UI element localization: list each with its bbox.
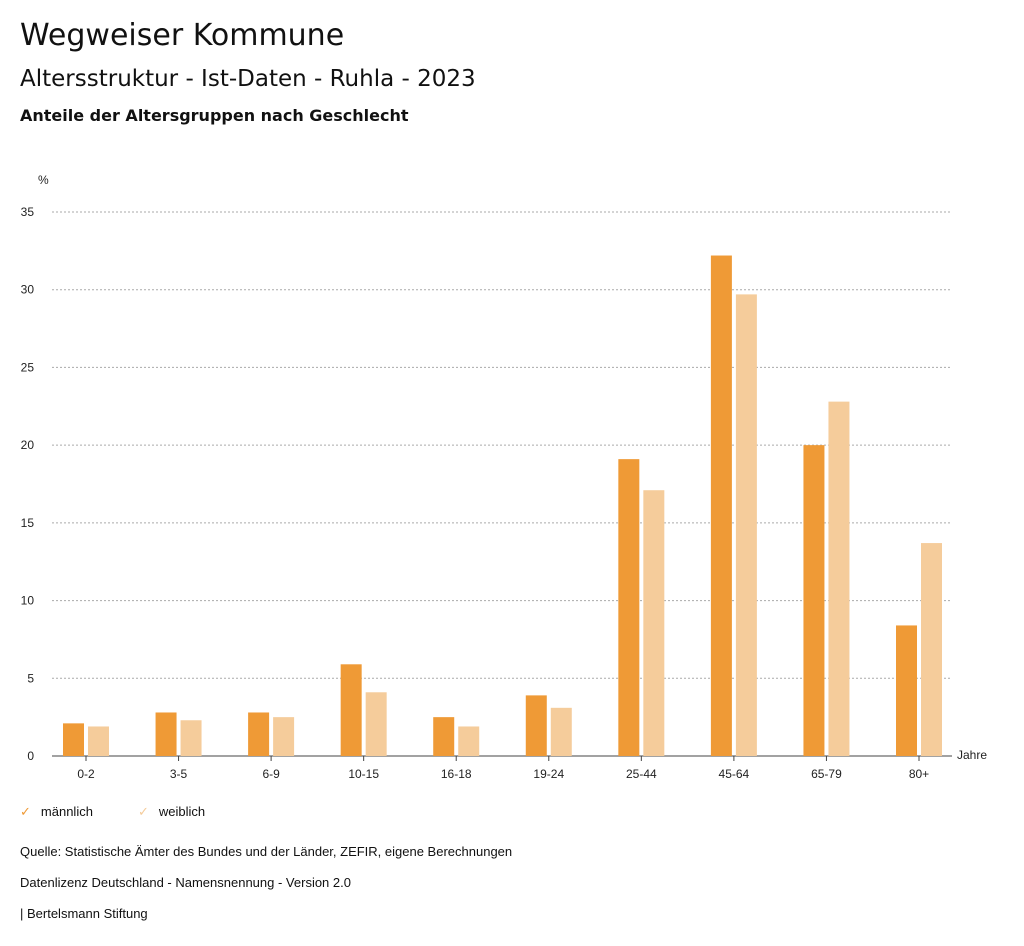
- license-text: Datenlizenz Deutschland - Namensnennung …: [20, 875, 351, 890]
- x-tick-label: 80+: [909, 767, 929, 781]
- x-tick-label: 3-5: [170, 767, 188, 781]
- chart-title: Anteile der Altersgruppen nach Geschlech…: [20, 106, 409, 125]
- source-text: Quelle: Statistische Ämter des Bundes un…: [20, 844, 513, 859]
- bar-male: [433, 717, 455, 756]
- bar-chart: % 0 5 10 15 20 25 30 35 Jahre 0-2 3-5 6-9 10-15 16-18 1…: [21, 173, 988, 781]
- bar-male: [618, 459, 640, 756]
- check-icon: ✓: [20, 804, 31, 819]
- bar-female: [365, 692, 387, 756]
- check-icon: ✓: [138, 804, 149, 819]
- y-tick-label: 10: [21, 594, 35, 608]
- y-axis-label: %: [38, 173, 49, 187]
- bar-male: [896, 625, 917, 756]
- bar-male: [525, 695, 547, 756]
- page-title: Wegweiser Kommune: [20, 18, 345, 53]
- x-tick-label: 6-9: [262, 767, 280, 781]
- legend-item-male[interactable]: ✓ männlich: [20, 804, 93, 819]
- y-tick-label: 20: [21, 438, 35, 452]
- brand-text: | Bertelsmann Stiftung: [20, 906, 148, 921]
- y-tick-label: 15: [21, 516, 35, 530]
- bar-female: [550, 707, 572, 756]
- page-subtitle: Altersstruktur - Ist-Daten - Ruhla - 202…: [20, 66, 476, 92]
- bar-male: [248, 712, 270, 756]
- y-tick-label: 0: [27, 749, 34, 763]
- bar-female: [88, 726, 109, 756]
- x-axis-label: Jahre: [957, 748, 987, 762]
- bar-male: [63, 723, 84, 756]
- bar-female: [921, 543, 942, 756]
- bar-male: [710, 255, 732, 756]
- bar-male: [340, 664, 362, 756]
- bar-female: [828, 401, 850, 756]
- bar-female: [180, 720, 202, 756]
- x-tick-label: 45-64: [719, 767, 750, 781]
- bar-male: [803, 445, 825, 756]
- x-tick-label: 0-2: [77, 767, 95, 781]
- x-tick-label: 16-18: [441, 767, 472, 781]
- bar-female: [273, 717, 295, 756]
- y-tick-label: 35: [21, 205, 35, 219]
- y-tick-label: 5: [27, 671, 34, 685]
- bar-female: [643, 490, 665, 756]
- x-tick-label: 10-15: [348, 767, 379, 781]
- bar-female: [458, 726, 480, 756]
- legend-item-female[interactable]: ✓ weiblich: [138, 804, 206, 819]
- bar-male: [155, 712, 177, 756]
- x-tick-label: 25-44: [626, 767, 657, 781]
- x-tick-label: 19-24: [533, 767, 564, 781]
- bar-female: [735, 294, 757, 756]
- y-tick-label: 25: [21, 360, 35, 374]
- x-tick-label: 65-79: [811, 767, 842, 781]
- y-tick-label: 30: [21, 283, 35, 297]
